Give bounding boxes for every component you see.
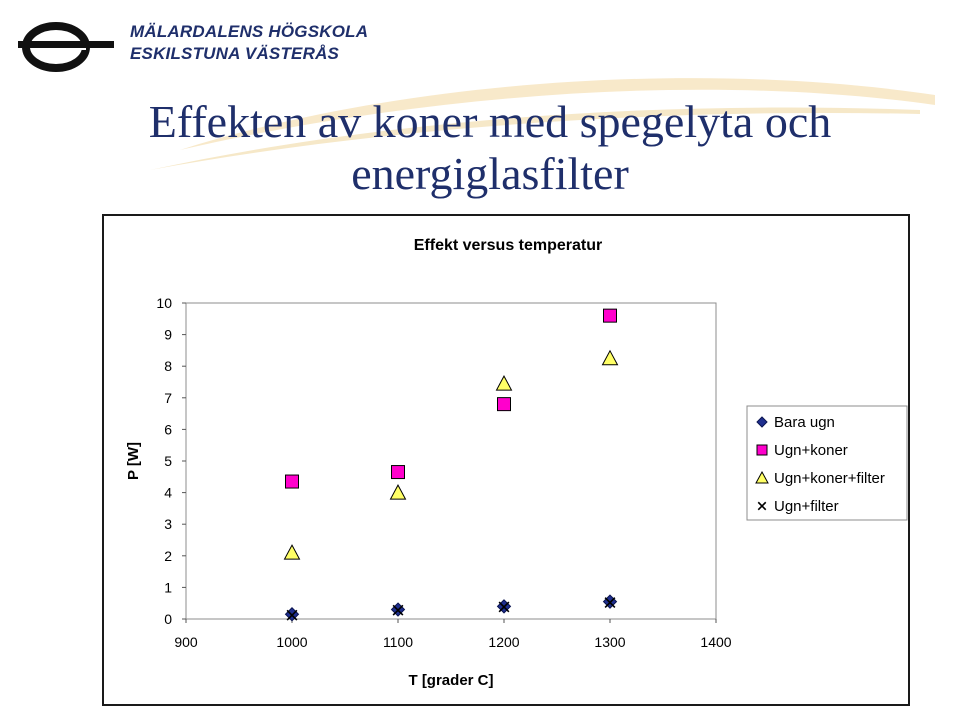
legend-box [746, 405, 908, 521]
university-logo: MÄLARDALENS HÖGSKOLA ESKILSTUNA VÄSTERÅS [18, 22, 368, 74]
y-tick-label: 10 [156, 295, 172, 311]
x-tick-label: 900 [174, 634, 198, 650]
y-tick-label: 1 [164, 579, 172, 595]
y-tick-label: 5 [164, 453, 172, 469]
point-ugn-koner-filter [283, 544, 301, 560]
legend-label-ugn-koner-filter: Ugn+koner+filter [774, 470, 885, 487]
chart-frame: Effekt versus temperatur 0 1 2 3 4 5 6 7 8 9 10 900 1… [102, 214, 910, 706]
legend-marker-ugn-koner-filter [755, 470, 769, 484]
point-ugn-filter [498, 601, 510, 613]
point-ugn-koner [285, 474, 299, 489]
logo-line-1: MÄLARDALENS HÖGSKOLA [130, 22, 369, 41]
point-ugn-koner [391, 465, 405, 480]
point-ugn-koner-filter [389, 484, 407, 500]
legend-label-ugn-koner: Ugn+koner [774, 442, 848, 459]
y-tick-label: 6 [164, 421, 172, 437]
logo-emblem-icon [18, 22, 114, 72]
scatter-chart: Effekt versus temperatur 0 1 2 3 4 5 6 7 8 9 10 900 1… [125, 237, 908, 689]
x-axis-label: T [grader C] [408, 672, 493, 689]
legend-marker-ugn-koner [756, 444, 768, 456]
y-tick-label: 4 [164, 485, 172, 501]
x-tick-label: 1400 [700, 634, 731, 650]
y-tick-label: 0 [164, 611, 172, 627]
point-ugn-koner-filter [495, 375, 513, 391]
point-ugn-koner-filter [601, 349, 619, 366]
plot-area [185, 302, 717, 620]
y-tick-label: 7 [164, 390, 172, 406]
point-ugn-koner [603, 308, 617, 323]
y-tick-label: 9 [164, 327, 172, 343]
y-axis-label: P [W] [125, 442, 142, 480]
y-tick-label: 8 [164, 358, 172, 374]
x-tick-label: 1300 [594, 634, 625, 650]
y-tick-label: 3 [164, 516, 172, 532]
legend-marker-bara-ugn [756, 416, 768, 428]
y-tick-label: 2 [164, 548, 172, 564]
point-ugn-filter [392, 604, 404, 616]
logo-line-2: ESKILSTUNA VÄSTERÅS [130, 44, 340, 63]
point-ugn-koner [497, 397, 511, 412]
legend-label-bara-ugn: Bara ugn [774, 414, 835, 431]
slide-title: Effekten av koner med spegelyta och ener… [60, 96, 920, 200]
slide-title-line-2: energiglasfilter [351, 148, 629, 199]
legend-marker-ugn-filter [757, 501, 767, 511]
chart-title: Effekt versus temperatur [414, 237, 603, 254]
x-tick-label: 1000 [276, 634, 307, 650]
point-ugn-filter [604, 597, 616, 609]
legend-label-ugn-filter: Ugn+filter [774, 498, 839, 515]
slide-title-line-1: Effekten av koner med spegelyta och [148, 96, 832, 147]
x-tick-label: 1100 [383, 634, 413, 650]
x-tick-label: 1200 [488, 634, 519, 650]
point-ugn-filter [286, 609, 298, 621]
